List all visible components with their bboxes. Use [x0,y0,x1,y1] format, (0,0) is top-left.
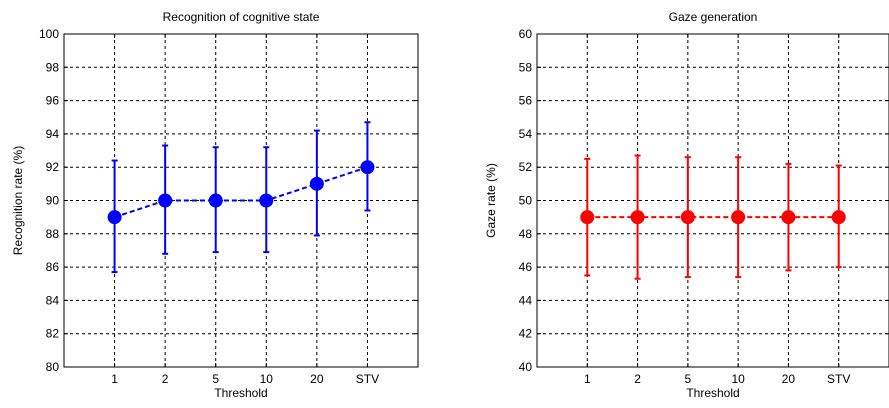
y-tick-label: 60 [519,27,533,41]
x-tick-label: STV [827,372,850,386]
data-point [158,193,173,208]
data-point [831,210,846,225]
x-axis-label: Threshold [686,386,739,400]
data-point [309,176,324,191]
data-point [259,193,274,208]
x-tick-label: 20 [782,372,796,386]
x-tick-label: 2 [162,372,169,386]
x-tick-label: 2 [634,372,641,386]
y-tick-label: 54 [519,127,533,141]
series-line [114,166,368,219]
y-tick-label: 98 [46,60,60,74]
y-tick-label: 90 [46,194,60,208]
grid [537,34,889,367]
y-tick-label: 86 [46,260,60,274]
chart-title: Recognition of cognitive state [163,10,320,24]
chart-gaze: Gaze generation Threshold Gaze rate (%) … [484,10,889,400]
y-tick-label: 44 [519,293,533,307]
x-tick-label: 5 [685,372,692,386]
data-point [360,160,375,175]
y-tick-label: 84 [46,293,60,307]
y-tick-label: 40 [519,360,533,374]
data-point [781,210,796,225]
y-tick-label: 94 [46,127,60,141]
x-tick-label: 10 [260,372,274,386]
x-tick-label: 10 [731,372,745,386]
x-tick-label: 20 [310,372,324,386]
x-tick-label: 1 [111,372,118,386]
data-point [208,193,223,208]
data-point [680,210,695,225]
y-tick-label: 52 [519,160,533,174]
y-axis-label: Gaze rate (%) [484,163,498,238]
x-tick-label: 1 [584,372,591,386]
chart-recognition: Recognition of cognitive state Threshold… [11,10,419,400]
chart-title: Gaze generation [669,10,758,24]
y-tick-label: 82 [46,327,60,341]
y-axis-label: Recognition rate (%) [11,146,25,255]
x-tick-label: 5 [212,372,219,386]
x-axis-label: Threshold [214,386,267,400]
y-tick-label: 100 [39,27,59,41]
y-tick-label: 88 [46,227,60,241]
y-tick-label: 42 [519,327,533,341]
y-tick-label: 46 [519,260,533,274]
y-tick-label: 48 [519,227,533,241]
y-tick-label: 56 [519,94,533,108]
data-point [107,210,122,225]
y-tick-label: 80 [46,360,60,374]
y-tick-label: 58 [519,60,533,74]
x-tick-label: STV [356,372,379,386]
y-tick-label: 92 [46,160,60,174]
y-tick-label: 50 [519,194,533,208]
data-point [580,210,595,225]
data-point [731,210,746,225]
y-tick-label: 96 [46,94,60,108]
data-point [630,210,645,225]
